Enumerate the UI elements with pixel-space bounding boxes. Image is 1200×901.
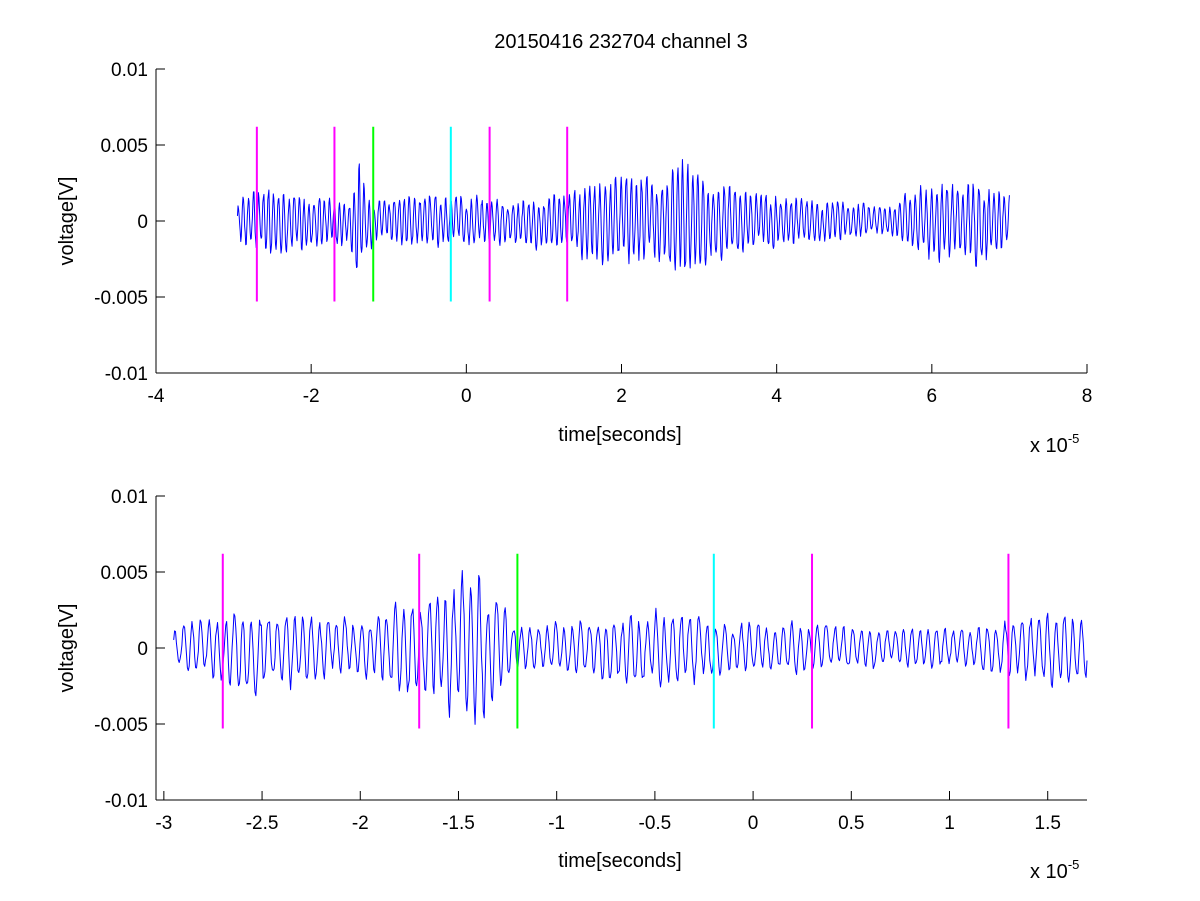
top-ylabel: voltage[V] xyxy=(56,177,78,266)
bottom-x-multiplier-base: x 10 xyxy=(1030,861,1068,883)
bottom-xtick-label: 1 xyxy=(944,813,955,834)
bottom-ytick-label: -0.005 xyxy=(94,715,148,736)
bottom-plot-area xyxy=(173,553,1088,729)
top-x-multiplier: x 10-5 xyxy=(1030,431,1079,457)
top-x-multiplier-exponent: -5 xyxy=(1068,431,1080,446)
top-x-multiplier-base: x 10 xyxy=(1030,435,1068,457)
top-xtick-label: 0 xyxy=(461,386,472,407)
bottom-xtick-label: 0.5 xyxy=(838,813,864,834)
bottom-ytick-label: -0.01 xyxy=(105,791,148,812)
top-ytick-label: -0.005 xyxy=(94,288,148,309)
top-xtick-label: -4 xyxy=(148,386,165,407)
bottom-xtick-label: -1.5 xyxy=(442,813,475,834)
bottom-ytick-label: 0.005 xyxy=(100,563,148,584)
bottom-xtick-label: -0.5 xyxy=(639,813,672,834)
bottom-x-multiplier-exponent: -5 xyxy=(1068,857,1080,872)
bottom-xtick-label: 1.5 xyxy=(1035,813,1061,834)
top-xtick-label: 8 xyxy=(1082,386,1093,407)
bottom-x-multiplier: x 10-5 xyxy=(1030,857,1079,883)
top-ytick-label: 0.005 xyxy=(100,136,148,157)
top-xtick-label: -2 xyxy=(303,386,320,407)
top-ytick-label: 0.01 xyxy=(111,60,148,81)
top-ytick-label: -0.01 xyxy=(105,364,148,385)
bottom-xtick-label: -2.5 xyxy=(246,813,279,834)
bottom-xtick-label: -1 xyxy=(548,813,565,834)
bottom-ytick-label: 0.01 xyxy=(111,487,148,508)
bottom-xtick-label: -3 xyxy=(155,813,172,834)
bottom-signal-line xyxy=(173,570,1088,725)
bottom-xlabel: time[seconds] xyxy=(558,850,681,872)
top-plot-area xyxy=(236,126,1010,302)
bottom-ylabel: voltage[V] xyxy=(56,604,78,693)
top-xtick-label: 4 xyxy=(771,386,782,407)
top-subplot: time[seconds] voltage[V] x 10-5 -4 -2 0 2 4 6… xyxy=(56,60,1092,457)
top-ytick-label: 0 xyxy=(137,212,148,233)
top-signal-line xyxy=(236,159,1010,271)
bottom-xtick-label: -2 xyxy=(352,813,369,834)
top-xlabel: time[seconds] xyxy=(558,424,681,446)
chart-title: 20150416 232704 channel 3 xyxy=(494,31,748,53)
top-xtick-label: 2 xyxy=(616,386,627,407)
top-xtick-label: 6 xyxy=(927,386,938,407)
bottom-xtick-label: 0 xyxy=(748,813,759,834)
bottom-ytick-label: 0 xyxy=(137,639,148,660)
bottom-subplot: time[seconds] voltage[V] x 10-5 -3 -2.5 -2… xyxy=(56,487,1088,883)
